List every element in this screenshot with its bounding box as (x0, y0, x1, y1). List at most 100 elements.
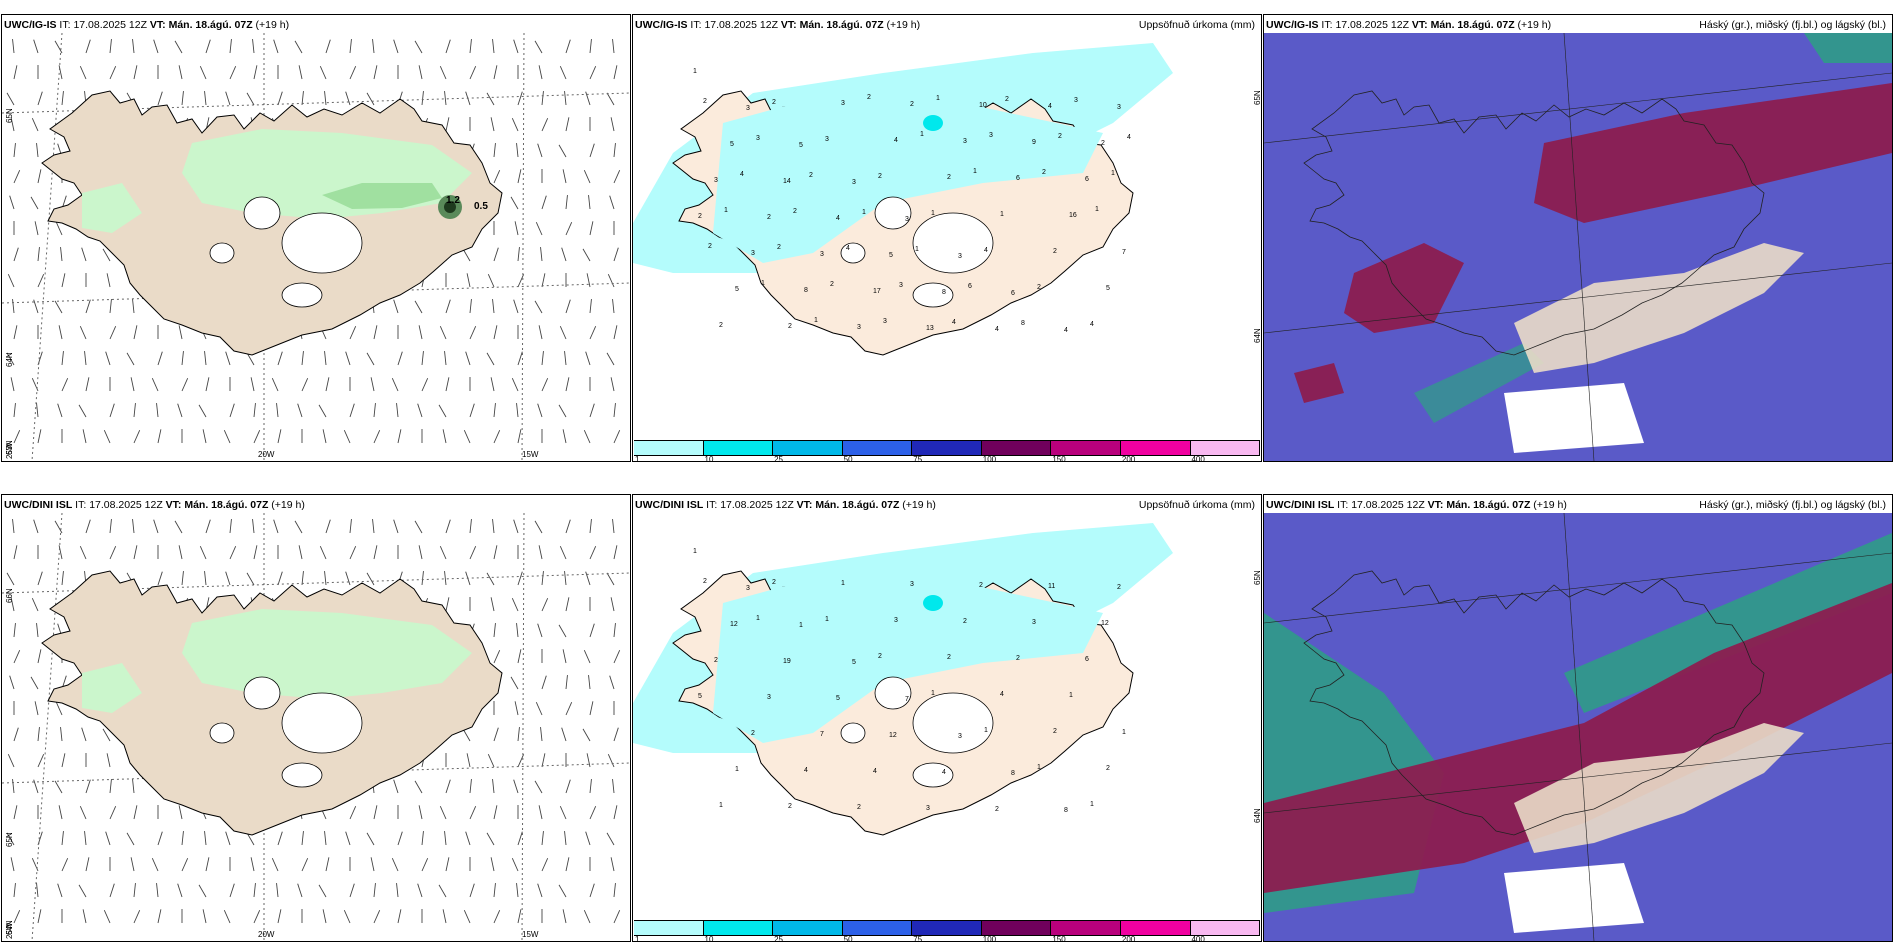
wind-barb (132, 519, 135, 534)
wind-barb (538, 805, 543, 820)
wind-barb (204, 571, 207, 586)
wind-barb (133, 910, 141, 924)
legend-tick: 200 (1121, 455, 1136, 462)
wind-barb (109, 546, 117, 560)
wind-barb (61, 378, 69, 392)
graticule-line (1563, 513, 1595, 941)
precip-value: 8 (942, 289, 946, 296)
precip-value: 1 (1000, 211, 1004, 218)
wind-barb (417, 403, 423, 418)
precip-value: 9 (1032, 139, 1036, 146)
clear-sky (1504, 383, 1644, 453)
precip-value: 6 (1085, 656, 1089, 663)
wind-barb (156, 403, 159, 418)
clear-land (1514, 243, 1804, 373)
wind-barb (589, 519, 592, 534)
wind-barb (444, 351, 447, 366)
wind-barb (132, 779, 135, 794)
wind-barb (583, 910, 591, 924)
wind-barb (541, 195, 547, 210)
wind-barb (444, 571, 447, 586)
wind-barb (613, 403, 616, 418)
wind-barb (252, 519, 255, 534)
it-label: IT: (1337, 499, 1349, 511)
wind-barb (205, 857, 210, 872)
precip-value: 1 (841, 580, 845, 587)
legend-tick: 75 (913, 935, 923, 942)
wind-barb (345, 571, 351, 586)
wind-barb (78, 404, 87, 418)
wind-barb (492, 519, 495, 534)
wind-barb (466, 273, 471, 288)
precip-value: 8 (804, 287, 808, 294)
wind-barb (366, 92, 375, 106)
wind-barb (37, 274, 45, 288)
wind-barb (564, 91, 567, 106)
wind-barb (225, 831, 231, 846)
wind-barb (513, 299, 519, 314)
wind-barb (607, 754, 615, 768)
wind-barb (516, 403, 519, 418)
wind-barb (246, 92, 255, 106)
wind-barb (33, 39, 39, 54)
wind-barb (366, 832, 375, 846)
wind-barb (589, 66, 597, 80)
model-name: UWC/DINI ISL (4, 499, 73, 511)
precip-value: 2 (772, 99, 776, 106)
wind-barb (469, 326, 477, 340)
precip-value: 4 (952, 319, 956, 326)
panel-precip-row1: UWC/IG-IS IT: 17.08.2025 12Z VT: Mán. 18… (632, 14, 1262, 462)
graticule-line (1264, 552, 1892, 624)
wind-barb (13, 545, 18, 560)
wind-barb (301, 858, 309, 872)
wind-barb (466, 753, 471, 768)
lon-label-left: 25W (5, 442, 14, 459)
vt-label: VT: (1427, 499, 1444, 511)
wind-barb (181, 91, 184, 106)
wind-barb (7, 754, 15, 768)
wind-barb (30, 676, 39, 690)
wind-barb (60, 247, 63, 262)
wind-barb (493, 623, 496, 638)
wind-barb (37, 909, 42, 924)
precip-value: 3 (905, 216, 909, 223)
wind-barb (10, 597, 15, 612)
wind-barb (414, 780, 423, 794)
wind-barb (613, 325, 618, 340)
wind-barb (198, 884, 207, 898)
precip-max (923, 595, 943, 611)
wind-barb (565, 222, 573, 236)
wind-barb (463, 430, 471, 444)
wind-barb (565, 39, 571, 54)
wind-barb (36, 623, 39, 638)
wind-map (2, 513, 630, 941)
wind-barb (33, 779, 39, 794)
precip-value: 2 (1058, 133, 1062, 140)
precip-value: 4 (836, 215, 840, 222)
lon-label: 20W (258, 450, 275, 459)
wind-barb (393, 39, 399, 54)
legend-tick: 25 (774, 455, 784, 462)
wind-barb (37, 649, 42, 664)
wind-barb (537, 623, 543, 638)
wind-barb (253, 910, 261, 924)
wind-barb (198, 404, 207, 418)
wind-barb (391, 858, 399, 872)
wind-barb (13, 650, 21, 664)
wind-barb (349, 546, 357, 560)
low-cloud (1294, 363, 1344, 403)
iceland-outline (1303, 90, 1765, 356)
precip-value: 2 (963, 618, 967, 625)
wind-barb (181, 858, 189, 872)
legend-swatch (981, 921, 1052, 935)
wind-barb (514, 701, 519, 716)
wind-barb (325, 857, 330, 872)
panel-precip-row2: UWC/DINI ISL IT: 17.08.2025 12Z VT: Mán.… (632, 494, 1262, 942)
wind-barb (613, 910, 621, 924)
wind-barb (250, 377, 255, 392)
wind-barb (13, 170, 21, 184)
legend-swatch (1051, 441, 1121, 455)
wind-barb (414, 300, 423, 314)
precip-value: 12 (1101, 620, 1109, 627)
wind-barb (606, 92, 615, 106)
